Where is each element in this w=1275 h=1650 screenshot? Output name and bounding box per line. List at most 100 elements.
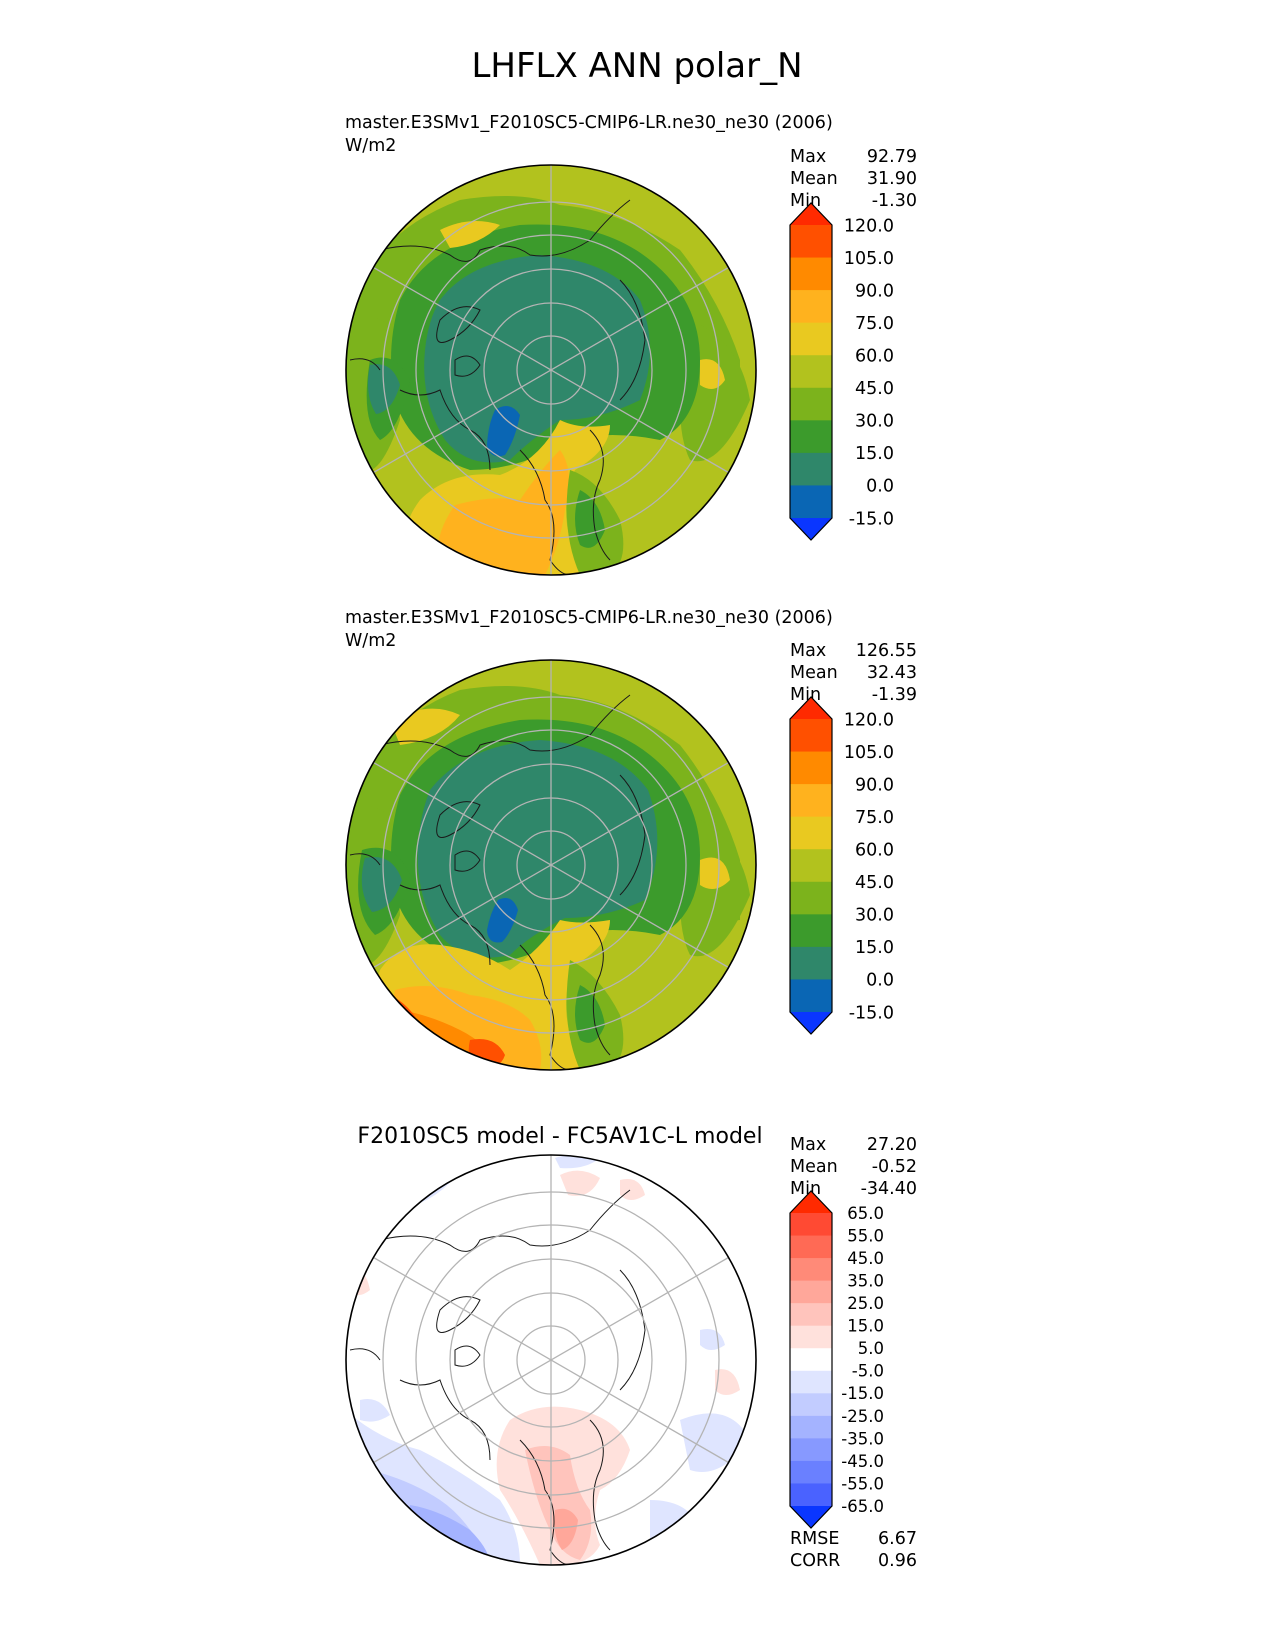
- panel-3-bottom-stats: RMSE 6.67 CORR 0.96: [790, 1529, 917, 1571]
- stat-value: 0.96: [878, 1551, 917, 1571]
- colorbar-tick-label: -45.0: [841, 1452, 884, 1471]
- colorbar-tick-label: 45.0: [855, 379, 894, 399]
- colorbar-tick-label: 25.0: [847, 1294, 884, 1313]
- panel-1-graticule: [373, 165, 729, 575]
- panel-3: F2010SC5 model - FC5AV1C-L model: [345, 1124, 917, 1571]
- colorbar-tick-label: -35.0: [841, 1429, 884, 1448]
- panel-2-region: [417, 740, 658, 958]
- colorbar-segment: [790, 355, 832, 389]
- panel-3-region: [360, 1399, 390, 1422]
- colorbar-outline: [789, 696, 833, 1035]
- colorbar-extend-top: [790, 1191, 832, 1213]
- colorbar-segment: [790, 485, 832, 519]
- colorbar-segment: [790, 290, 832, 324]
- figure-title: LHFLX ANN polar_N: [471, 46, 802, 86]
- panel-2-coastlines: [349, 694, 646, 1070]
- colorbar-tick-label: 120.0: [844, 216, 894, 236]
- colorbar-tick-label: 45.0: [855, 873, 894, 893]
- colorbar-tick-label: 15.0: [847, 1317, 884, 1336]
- colorbar-outline: [789, 202, 833, 541]
- colorbar-segment: [790, 979, 832, 1013]
- colorbar-segment: [790, 1348, 832, 1372]
- colorbar-extend-top: [790, 203, 832, 225]
- stat-value: 27.20: [867, 1135, 917, 1155]
- colorbar-tick-label: 105.0: [844, 743, 894, 763]
- panel-2-colorbar: 120.0 105.0 90.0 75.0 60.0 45.0 30.0 15.0 0.0 -15…: [789, 696, 894, 1035]
- panel-3-map-border: [345, 1154, 757, 1566]
- stat-value: 92.79: [867, 147, 917, 167]
- colorbar-segment: [790, 914, 832, 948]
- panel-2-region: [700, 857, 730, 889]
- stat-value: -1.30: [872, 191, 917, 211]
- colorbar-segment: [790, 322, 832, 356]
- colorbar-segment: [790, 719, 832, 753]
- panel-3-region: [715, 1369, 740, 1395]
- stat-label: Mean: [790, 1157, 838, 1177]
- panel-1-region: [440, 221, 500, 248]
- colorbar-tick-label: 35.0: [847, 1272, 884, 1291]
- colorbar-segment: [790, 1258, 832, 1282]
- colorbar-tick-label: -25.0: [841, 1407, 884, 1426]
- colorbar-tick-label: 75.0: [855, 808, 894, 828]
- stat-label: CORR: [790, 1551, 840, 1571]
- colorbar-tick-label: 30.0: [855, 906, 894, 926]
- colorbar-tick-label: 75.0: [855, 314, 894, 334]
- colorbar-tick-label: 0.0: [866, 971, 894, 991]
- colorbar-tick-label: 90.0: [855, 775, 894, 795]
- panel-3-region: [560, 1170, 600, 1196]
- stat-value: -1.39: [872, 685, 917, 705]
- colorbar-segment: [790, 1303, 832, 1327]
- stat-value: 126.55: [856, 641, 917, 661]
- colorbar-outline: [789, 1190, 833, 1529]
- colorbar-extend-top: [790, 697, 832, 719]
- colorbar-tick-label: -55.0: [841, 1474, 884, 1493]
- panel-1-map: [346, 165, 756, 575]
- colorbar-segment: [790, 387, 832, 421]
- colorbar-segment: [790, 849, 832, 883]
- stat-value: 31.90: [867, 169, 917, 189]
- panel-2-units: W/m2: [345, 631, 396, 651]
- colorbar-tick-label: -15.0: [849, 1003, 894, 1023]
- stat-label: Max: [790, 147, 826, 167]
- colorbar-segment: [790, 1325, 832, 1349]
- colorbar-tick-label: 90.0: [855, 281, 894, 301]
- panel-1-region: [487, 406, 520, 457]
- panel-1-region: [575, 490, 605, 548]
- panel-2-title: master.E3SMv1_F2010SC5-CMIP6-LR.ne30_ne3…: [345, 608, 833, 628]
- colorbar-tick-label: -65.0: [841, 1497, 884, 1516]
- panel-2-region: [361, 856, 402, 912]
- colorbar-tick-label: 105.0: [844, 249, 894, 269]
- panel-1-coastlines: [349, 199, 646, 575]
- panel-2-map-border: [345, 659, 757, 1071]
- colorbar-tick-label: 15.0: [855, 444, 894, 464]
- colorbar-segment: [790, 420, 832, 454]
- stat-label: Max: [790, 1135, 826, 1155]
- panel-3-region: [554, 1508, 578, 1550]
- stat-label: Max: [790, 641, 826, 661]
- colorbar-tick-label: 0.0: [866, 477, 894, 497]
- panel-3-stats: Max 27.20 Mean -0.52 Min -34.40: [790, 1135, 917, 1199]
- panel-1-units: W/m2: [345, 136, 396, 156]
- panel-1-map-border: [345, 164, 757, 576]
- colorbar-segment: [790, 1235, 832, 1259]
- colorbar-segment: [790, 225, 832, 259]
- colorbar-extend-bottom: [790, 1506, 832, 1528]
- panel-1: master.E3SMv1_F2010SC5-CMIP6-LR.ne30_ne3…: [345, 113, 917, 576]
- stat-label: Mean: [790, 663, 838, 683]
- colorbar-tick-label: -5.0: [852, 1362, 884, 1381]
- panel-3-graticule: [373, 1155, 729, 1565]
- panel-2-region: [487, 897, 518, 943]
- colorbar-extend-bottom: [790, 1012, 832, 1034]
- colorbar-segment: [790, 1438, 832, 1462]
- colorbar-segment: [790, 1393, 832, 1417]
- panel-1-region: [437, 450, 569, 575]
- colorbar-segment: [790, 784, 832, 818]
- stat-label: RMSE: [790, 1529, 839, 1549]
- panel-2-region: [575, 985, 605, 1043]
- colorbar-segment: [790, 751, 832, 785]
- colorbar-tick-label: 30.0: [855, 412, 894, 432]
- panel-2-graticule: [373, 660, 729, 1070]
- colorbar-segment: [790, 946, 832, 980]
- panel-1-title: master.E3SMv1_F2010SC5-CMIP6-LR.ne30_ne3…: [345, 113, 833, 133]
